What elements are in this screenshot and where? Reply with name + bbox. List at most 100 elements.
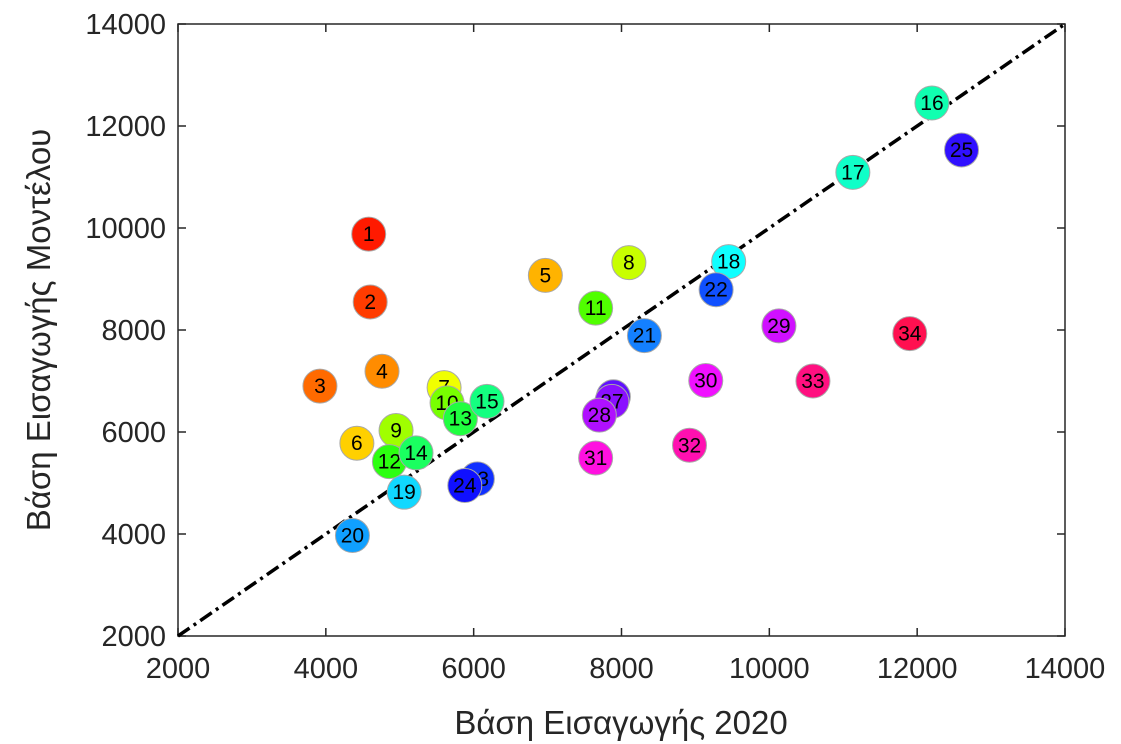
point-marker	[398, 435, 434, 471]
y-axis-title: Βάση Εισαγωγής Μοντέλου	[20, 129, 57, 531]
point-label: 2	[364, 291, 376, 314]
data-points: 1234567891011121314151617181920212223242…	[302, 85, 980, 554]
point-marker	[386, 474, 422, 510]
point-marker	[447, 468, 483, 504]
data-point: 14	[398, 435, 434, 471]
data-point: 30	[688, 362, 724, 398]
point-marker	[914, 85, 950, 121]
point-label: 21	[633, 325, 656, 348]
y-tick-label: 4000	[101, 519, 166, 551]
data-point: 6	[339, 425, 375, 461]
point-label: 16	[920, 92, 943, 115]
point-label: 17	[841, 161, 864, 184]
point-label: 25	[950, 139, 973, 162]
data-point: 15	[469, 383, 505, 419]
point-marker	[611, 245, 647, 281]
x-tick-label: 4000	[294, 653, 359, 685]
y-tick-label: 8000	[101, 315, 166, 347]
point-label: 14	[404, 442, 428, 465]
axis-ticks: 2000 4000 6000 8000 10000 12000 14000 2000 4000 6…	[85, 9, 1105, 685]
point-label: 20	[341, 525, 364, 548]
point-marker	[892, 316, 928, 352]
point-label: 4	[376, 360, 388, 383]
point-marker	[578, 440, 614, 476]
data-point: 4	[364, 353, 400, 389]
data-point: 12	[371, 444, 407, 480]
data-point: 8	[611, 245, 647, 281]
data-point: 9	[378, 412, 414, 448]
point-label: 3	[314, 375, 326, 398]
x-tick-label: 10000	[729, 653, 810, 685]
point-label: 1	[363, 223, 375, 246]
data-point: 31	[578, 440, 614, 476]
data-point: 17	[835, 154, 871, 190]
data-point: 21	[626, 318, 662, 354]
point-label: 22	[704, 279, 727, 302]
data-point: 33	[795, 363, 831, 399]
data-point: 32	[672, 427, 708, 463]
point-marker	[581, 397, 617, 433]
point-label: 5	[540, 264, 552, 287]
data-point: 16	[914, 85, 950, 121]
data-point: 25	[944, 132, 980, 168]
data-point: 29	[761, 308, 797, 344]
point-marker	[835, 154, 871, 190]
x-tick-label: 8000	[589, 653, 654, 685]
point-label: 8	[623, 252, 635, 275]
y-tick-label: 14000	[85, 9, 166, 41]
point-marker	[351, 216, 387, 252]
point-marker	[626, 318, 662, 354]
point-marker	[442, 401, 478, 437]
x-tick-label: 12000	[877, 653, 958, 685]
point-label: 32	[678, 434, 701, 457]
point-label: 30	[694, 369, 717, 392]
data-point: 1	[351, 216, 387, 252]
point-marker	[527, 257, 563, 293]
point-label: 31	[584, 447, 607, 470]
point-label: 34	[898, 323, 922, 346]
point-label: 33	[801, 370, 824, 393]
point-label: 15	[475, 390, 498, 413]
point-label: 12	[378, 451, 401, 474]
reference-line	[177, 22, 1066, 638]
point-marker	[761, 308, 797, 344]
point-marker	[672, 427, 708, 463]
point-label: 19	[393, 481, 416, 504]
point-marker	[944, 132, 980, 168]
data-point: 22	[698, 272, 734, 308]
point-marker	[302, 368, 338, 404]
point-marker	[795, 363, 831, 399]
point-marker	[364, 353, 400, 389]
data-point: 5	[527, 257, 563, 293]
point-label: 11	[585, 297, 607, 320]
point-marker	[688, 362, 724, 398]
data-point: 34	[892, 316, 928, 352]
data-point: 28	[581, 397, 617, 433]
point-marker	[578, 290, 614, 326]
point-label: 13	[449, 408, 472, 431]
y-tick-label: 6000	[101, 417, 166, 449]
data-point: 20	[334, 518, 370, 554]
data-point: 24	[447, 468, 483, 504]
point-label: 9	[390, 419, 402, 442]
data-point: 19	[386, 474, 422, 510]
point-label: 6	[351, 432, 363, 455]
data-point: 13	[442, 401, 478, 437]
point-marker	[334, 518, 370, 554]
point-marker	[698, 272, 734, 308]
point-marker	[352, 284, 388, 320]
y-tick-label: 10000	[85, 213, 166, 245]
point-marker	[339, 425, 375, 461]
x-tick-label: 6000	[441, 653, 506, 685]
data-point: 11	[578, 290, 614, 326]
y-tick-label: 2000	[101, 621, 166, 653]
point-label: 18	[717, 251, 740, 274]
data-point: 3	[302, 368, 338, 404]
data-point: 2	[352, 284, 388, 320]
x-tick-label: 2000	[146, 653, 211, 685]
y-tick-label: 12000	[85, 111, 166, 143]
point-label: 29	[767, 315, 790, 338]
point-label: 24	[453, 475, 477, 498]
x-axis-title: Βάση Εισαγωγής 2020	[454, 704, 787, 741]
